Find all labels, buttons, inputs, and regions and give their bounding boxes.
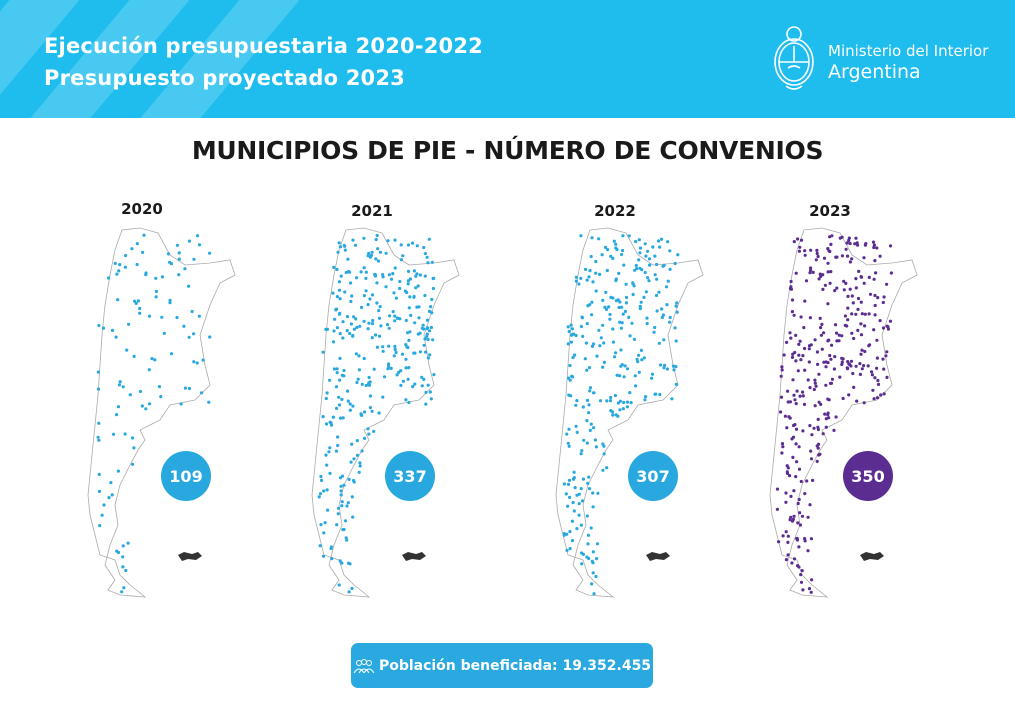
map-2022 — [555, 227, 704, 598]
coat-of-arms-icon — [774, 26, 814, 90]
page-title: MUNICIPIOS DE PIE - NÚMERO DE CONVENIOS — [191, 136, 824, 165]
count-badge-2022: 307 — [628, 451, 678, 501]
map-2021 — [311, 227, 460, 598]
header-title-line1: Ejecución presupuestaria 2020-2022 — [44, 34, 483, 58]
ministry-country: Argentina — [828, 61, 921, 83]
year-label-2022: 2022 — [594, 202, 636, 220]
count-badge-2023: 350 — [843, 451, 893, 501]
header-title-line2: Presupuesto proyectado 2023 — [44, 66, 405, 90]
count-badge-2020: 109 — [161, 451, 211, 501]
map-2023 — [769, 227, 918, 598]
header-banner: Ejecución presupuestaria 2020-2022 Presu… — [0, 0, 1015, 118]
ministry-name: Ministerio del Interior — [828, 42, 989, 60]
people-icon — [353, 658, 375, 673]
year-label-2020: 2020 — [121, 200, 163, 218]
year-label-2023: 2023 — [809, 202, 851, 220]
map-2020 — [87, 227, 236, 598]
population-label: Población beneficiada: 19.352.455 — [378, 657, 652, 674]
population-summary: Población beneficiada: 19.352.455 — [351, 643, 653, 688]
count-badge-2021: 337 — [385, 451, 435, 501]
year-label-2021: 2021 — [351, 202, 393, 220]
